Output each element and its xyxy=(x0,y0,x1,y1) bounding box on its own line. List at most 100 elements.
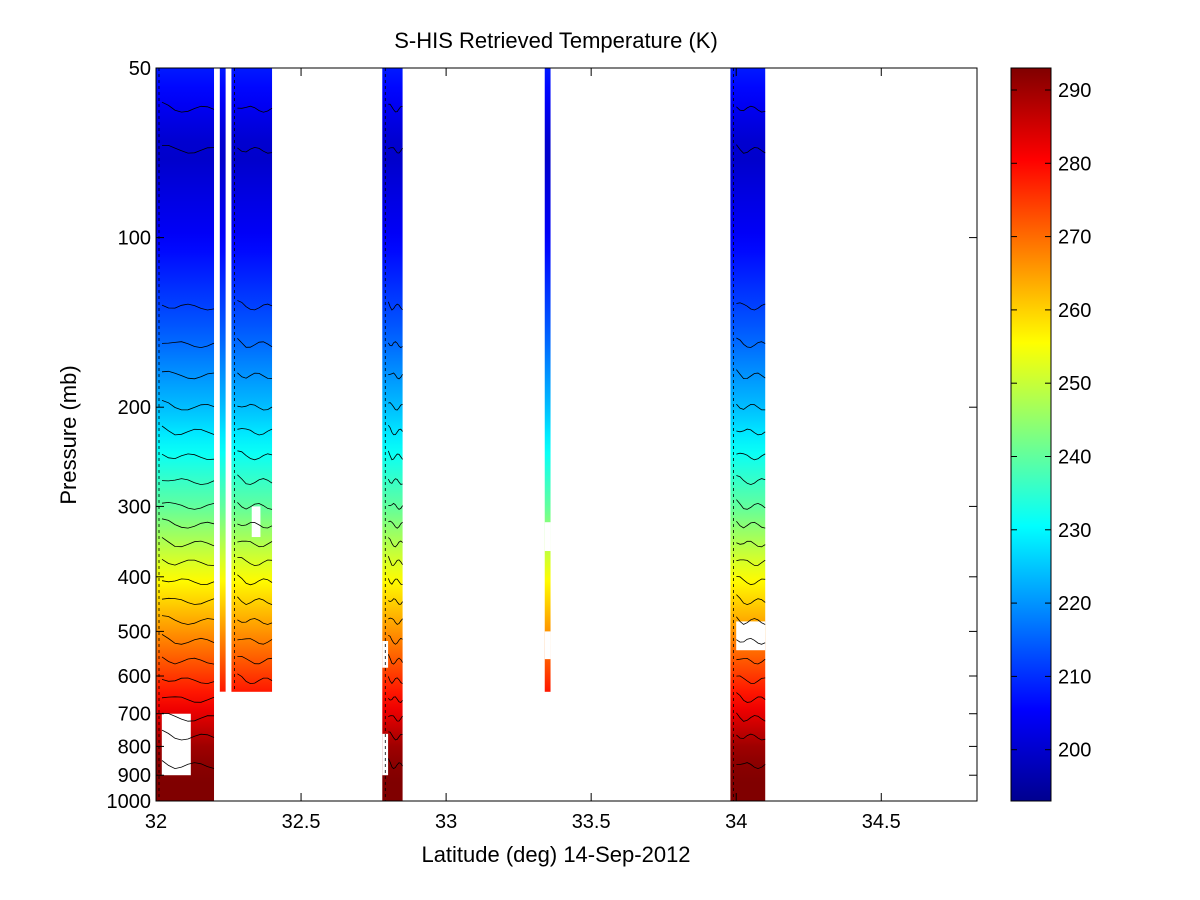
contour-line xyxy=(161,578,215,585)
contour-line xyxy=(388,598,403,605)
missing-data-region xyxy=(231,713,273,776)
contour-line xyxy=(388,696,403,703)
contour-line xyxy=(161,729,215,741)
contour-line xyxy=(388,715,403,722)
contour-line xyxy=(237,300,273,311)
contour-line xyxy=(388,402,403,411)
contour-line xyxy=(237,673,273,685)
contour-line xyxy=(237,372,273,379)
contour-line xyxy=(387,758,403,770)
contour-line xyxy=(736,499,766,510)
contour-line xyxy=(736,105,766,113)
contour-line xyxy=(388,617,403,625)
contour-line xyxy=(388,103,403,113)
contour-line xyxy=(161,712,215,722)
colorbar-tick-label: 250 xyxy=(1058,373,1091,395)
contour-line xyxy=(388,520,403,529)
contour-line xyxy=(388,635,403,645)
contour-line xyxy=(736,403,766,411)
contour-line xyxy=(237,450,273,461)
contour-line xyxy=(161,760,215,770)
contour-line xyxy=(736,733,766,741)
data-segment xyxy=(219,68,226,692)
contour-line xyxy=(736,657,766,665)
colorbar-tick-label: 230 xyxy=(1058,520,1091,542)
missing-data-region xyxy=(161,713,191,776)
y-axis: 50 100 200 300 400 500 600 700 800 900 1000 xyxy=(107,58,977,813)
contour-line xyxy=(387,478,403,485)
data-segment xyxy=(382,68,403,801)
contour-line xyxy=(161,425,215,436)
contour-line xyxy=(388,731,403,741)
contour-line xyxy=(237,618,273,625)
contour-line xyxy=(736,675,766,684)
contour-line xyxy=(736,712,766,722)
contour-line xyxy=(161,634,215,645)
x-tick-label: 33 xyxy=(435,811,457,833)
y-tick-label: 1000 xyxy=(107,791,152,813)
contour-line xyxy=(736,428,766,436)
contour-line xyxy=(161,101,215,113)
contour-line xyxy=(161,341,215,349)
contour-line xyxy=(237,638,273,645)
contour-line xyxy=(387,301,403,311)
contour-line xyxy=(387,341,403,349)
contour-line xyxy=(161,677,215,685)
contour-line xyxy=(387,556,403,566)
y-tick-label: 900 xyxy=(118,765,151,787)
x-axis: 32 32.5 33 33.5 34 34.5 xyxy=(145,68,901,833)
contour-line xyxy=(736,337,766,348)
contour-line xyxy=(161,518,215,529)
contour-line xyxy=(736,762,766,770)
colorbar-tick-label: 290 xyxy=(1058,80,1091,102)
contour-line xyxy=(161,558,215,566)
missing-data-region xyxy=(219,691,226,801)
x-tick-label: 32.5 xyxy=(282,811,321,833)
contour-line xyxy=(161,537,215,548)
contour-line xyxy=(237,502,273,510)
contour-line xyxy=(736,576,766,586)
contour-line xyxy=(237,574,273,586)
contour-line xyxy=(387,424,403,436)
y-tick-label: 700 xyxy=(118,704,151,726)
chart-title: S-HIS Retrieved Temperature (K) xyxy=(394,28,718,53)
colorbar-tick-label: 260 xyxy=(1058,300,1091,322)
contour-line xyxy=(736,302,766,311)
contour-line xyxy=(161,656,215,665)
data-segment xyxy=(231,68,273,692)
plot-frame xyxy=(155,67,978,802)
temperature-contours xyxy=(158,68,766,801)
contour-line xyxy=(388,502,403,510)
contour-line xyxy=(388,537,403,548)
plot-area xyxy=(156,68,766,801)
colorbar-tick-label: 220 xyxy=(1058,593,1091,615)
contour-line xyxy=(237,105,273,113)
x-tick-label: 33.5 xyxy=(572,811,611,833)
colorbar-tick-label: 270 xyxy=(1058,227,1091,249)
y-tick-label: 400 xyxy=(118,567,151,589)
data-segment xyxy=(544,68,551,692)
missing-data-region xyxy=(544,522,551,552)
contour-line xyxy=(237,596,273,606)
contour-line xyxy=(161,453,215,461)
contour-line xyxy=(736,594,766,606)
contour-line xyxy=(237,655,273,665)
y-tick-label: 800 xyxy=(118,736,151,758)
contour-line xyxy=(388,147,403,154)
missing-data-region xyxy=(736,621,766,651)
contour-line xyxy=(161,615,215,625)
colorbar-tick-label: 280 xyxy=(1058,153,1091,175)
y-tick-label: 200 xyxy=(118,397,151,419)
data-segment xyxy=(156,68,215,801)
x-tick-label: 34.5 xyxy=(862,811,901,833)
x-axis-title: Latitude (deg) 14-Sep-2012 xyxy=(421,842,690,867)
colorbar-tick-label: 240 xyxy=(1058,446,1091,468)
contour-line xyxy=(736,637,766,645)
contour-line xyxy=(237,428,273,436)
y-tick-label: 100 xyxy=(118,228,151,250)
contour-line xyxy=(161,370,215,380)
contour-line xyxy=(736,452,766,461)
contour-line xyxy=(161,597,215,605)
contour-line xyxy=(161,303,215,311)
contour-line xyxy=(237,557,273,567)
